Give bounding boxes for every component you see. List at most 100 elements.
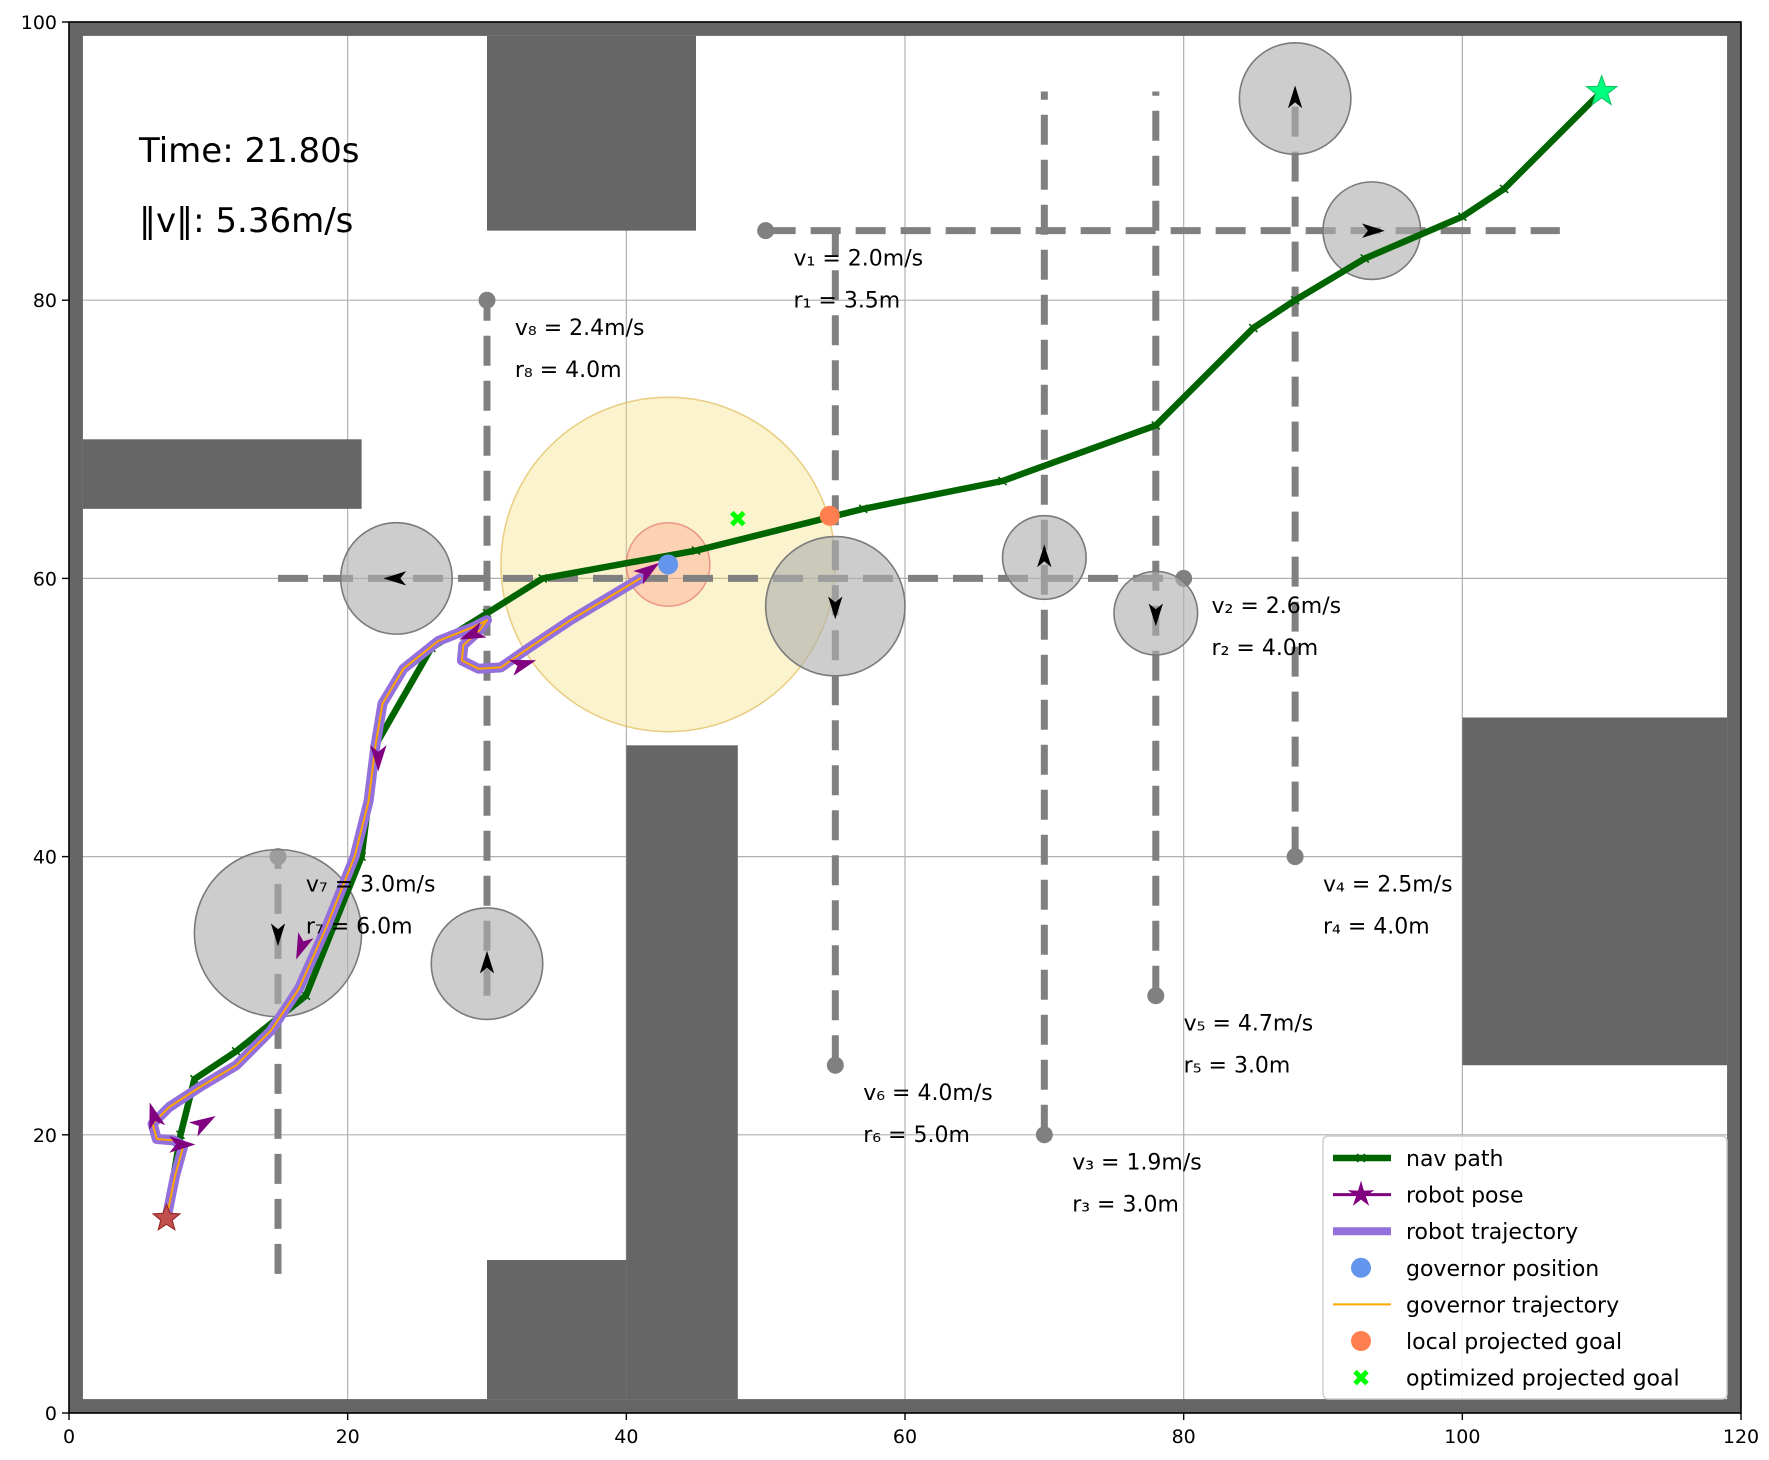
obstacle-direction-arrow-8	[479, 950, 495, 974]
nav-path-marker-stroke-b	[357, 852, 367, 862]
robot-pose-arrow-2	[169, 1136, 196, 1153]
legend-label: local projected goal	[1406, 1330, 1622, 1355]
nav-path-marker-stroke-b	[482, 608, 492, 618]
obstacle-velocity-label-7: v₇ = 3.0m/s	[306, 872, 436, 897]
nav-path-marker-stroke-b	[997, 476, 1008, 486]
nav-path-line	[163, 88, 1605, 1222]
obstacle-direction-arrow-1	[1362, 223, 1385, 238]
x-tick-label: 120	[1723, 1426, 1759, 1448]
nav-path-marker-stroke-b	[1290, 295, 1300, 305]
obstacle-block	[82, 439, 362, 509]
legend-nav-marker-stroke-b	[1356, 1153, 1366, 1163]
obstacle-direction-arrow-6	[828, 596, 843, 620]
obstacle-direction-arrow-4	[1287, 85, 1303, 109]
y-tick-label: 40	[33, 847, 57, 869]
nav-path-marker-stroke-b	[301, 991, 311, 1001]
legend-label: nav path	[1406, 1147, 1503, 1172]
legend-entry-lgoal: local projected goal	[1351, 1330, 1622, 1355]
robot-pose-arrow-0	[149, 1102, 166, 1130]
legend-entry-traj: robot trajectory	[1333, 1220, 1578, 1245]
obstacle-velocity-label-3: v₃ = 1.9m/s	[1072, 1151, 1202, 1176]
obstacle-direction-arrow-7	[270, 923, 286, 947]
nav-path-marker	[482, 608, 492, 618]
nav-path-marker	[1499, 184, 1509, 194]
plot-layer	[69, 22, 1741, 1413]
obstacle-direction-arrow-5	[1148, 603, 1163, 627]
nav-path-marker-stroke-b	[1457, 212, 1467, 222]
x-tick-label: 100	[1444, 1426, 1480, 1448]
nav-path-marker-stroke-b	[1151, 420, 1161, 430]
legend-pose-star	[1347, 1180, 1375, 1206]
nav-path-marker-stroke-b	[1360, 253, 1370, 264]
obstacle-velocity-label-8: v₈ = 2.4m/s	[515, 316, 645, 341]
nav-path-marker	[538, 573, 548, 583]
x-tick-label: 80	[1172, 1426, 1196, 1448]
obstacle-block	[487, 1259, 627, 1400]
nav-path-marker	[1457, 212, 1467, 222]
obstacle-radius-label-8: r₈ = 4.0m	[515, 358, 622, 383]
x-tick-label: 0	[63, 1426, 75, 1448]
obstacle-radius-label-3: r₃ = 3.0m	[1072, 1193, 1179, 1218]
legend-label: governor position	[1406, 1257, 1599, 1282]
obstacle-block	[69, 1399, 1741, 1413]
obstacle-track-endpoint-3	[1035, 1126, 1053, 1144]
nav-path-marker-stroke-b	[1499, 184, 1509, 194]
axes-layer: 0 20 40 60 80 100 120 0 20 40 60 80 100	[21, 12, 1759, 1448]
obstacle-velocity-label-6: v₆ = 4.0m/s	[863, 1081, 993, 1106]
y-tick-label: 20	[33, 1125, 57, 1147]
obstacle-block	[487, 35, 696, 231]
legend-label: optimized projected goal	[1406, 1367, 1680, 1392]
local-projected-goal-dot	[819, 505, 840, 526]
annotation-layer: Time: 21.80s ‖v‖: 5.36m/s v₁ = 2.0m/s r₁ = …	[138, 131, 1453, 1218]
legend-entry-ogoal: optimized projected goal	[1353, 1367, 1680, 1392]
nav-path-marker	[858, 504, 868, 514]
obstacle-radius-label-1: r₁ = 3.5m	[794, 288, 901, 313]
nav-path-marker-stroke-b	[538, 573, 548, 583]
obstacle-block	[69, 22, 1741, 36]
nav-path-marker-stroke-b	[858, 504, 868, 514]
nav-path-marker-stroke-b	[1248, 323, 1258, 333]
nav-path-marker	[691, 546, 701, 556]
legend: nav path robot pose robot trajectory govern…	[1322, 1135, 1728, 1400]
robot-pose-arrow-7	[633, 562, 660, 585]
legend-lgoal-dot	[1351, 1331, 1371, 1351]
legend-ogoal-marker	[1353, 1369, 1369, 1386]
nav-path-marker	[231, 1046, 241, 1056]
robot-pose-arrow-6	[508, 659, 537, 676]
obstacle-radius-label-2: r₂ = 4.0m	[1212, 636, 1319, 661]
nav-path-marker-stroke-b	[189, 1074, 199, 1084]
nav-path-marker	[1248, 323, 1258, 333]
y-tick-label: 0	[45, 1403, 57, 1425]
obstacle-block	[1462, 717, 1728, 1066]
obstacle-velocity-label-5: v₅ = 4.7m/s	[1184, 1012, 1314, 1037]
robot-pose-arrow-1	[188, 1115, 216, 1137]
x-tick-label: 40	[614, 1426, 638, 1448]
obstacle-velocity-label-2: v₂ = 2.6m/s	[1212, 594, 1342, 619]
nav-path-marker-stroke-b	[231, 1046, 241, 1056]
robot-pose-star	[151, 1202, 182, 1231]
obstacle-radius-label-7: r₇ = 6.0m	[306, 914, 413, 939]
robot-pose-arrow-5	[459, 622, 487, 640]
time-readout: Time: 21.80s	[138, 131, 360, 171]
optimized-projected-goal-marker	[730, 510, 746, 527]
obstacle-block	[69, 22, 83, 1413]
y-tick-label: 80	[33, 290, 57, 312]
legend-ogoal-marker-stroke-b	[1353, 1369, 1369, 1386]
nav-path-marker	[1151, 420, 1161, 430]
nav-path-marker	[1290, 295, 1300, 305]
y-tick-label: 100	[21, 12, 57, 34]
legend-label: robot trajectory	[1406, 1220, 1578, 1245]
obstacle-direction-arrow-2	[383, 571, 407, 586]
legend-entry-pose: robot pose	[1333, 1180, 1524, 1209]
obstacle-direction-arrow-3	[1037, 544, 1052, 568]
obstacle-block	[1727, 22, 1741, 1413]
obstacle-radius-label-5: r₅ = 3.0m	[1184, 1054, 1291, 1079]
legend-nav-marker	[1356, 1153, 1366, 1163]
nav-path-marker	[301, 991, 311, 1001]
nav-path-marker	[1360, 253, 1370, 264]
governor-position-dot	[658, 554, 679, 575]
obstacle-track-endpoint-8	[478, 291, 496, 309]
robot-pose-arrow-4	[370, 745, 387, 772]
legend-entry-nav: nav path	[1333, 1147, 1503, 1172]
